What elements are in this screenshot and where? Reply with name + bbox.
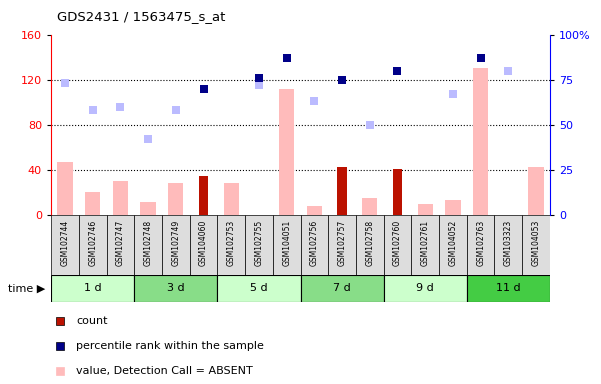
Text: GSM102747: GSM102747 xyxy=(116,220,125,266)
Bar xyxy=(522,215,550,275)
Bar xyxy=(57,162,73,215)
Bar xyxy=(199,175,209,215)
Bar xyxy=(300,215,328,275)
Text: GDS2431 / 1563475_s_at: GDS2431 / 1563475_s_at xyxy=(57,10,225,23)
Text: 3 d: 3 d xyxy=(167,283,185,293)
Text: count: count xyxy=(76,316,108,326)
Text: GSM103323: GSM103323 xyxy=(504,220,513,266)
Bar xyxy=(141,202,156,215)
Text: GSM104060: GSM104060 xyxy=(199,220,208,266)
Bar xyxy=(362,198,377,215)
Text: GSM104051: GSM104051 xyxy=(282,220,291,266)
Bar xyxy=(51,275,134,302)
Text: GSM102755: GSM102755 xyxy=(254,220,263,266)
Bar xyxy=(300,275,383,302)
Bar xyxy=(162,215,190,275)
Text: GSM102761: GSM102761 xyxy=(421,220,430,266)
Text: 5 d: 5 d xyxy=(250,283,267,293)
Bar xyxy=(51,215,79,275)
Bar xyxy=(224,184,239,215)
Text: GSM102753: GSM102753 xyxy=(227,220,236,266)
Bar xyxy=(328,215,356,275)
Text: GSM102756: GSM102756 xyxy=(310,220,319,266)
Bar xyxy=(337,167,347,215)
Text: percentile rank within the sample: percentile rank within the sample xyxy=(76,341,264,351)
Bar xyxy=(168,184,183,215)
Text: GSM102757: GSM102757 xyxy=(338,220,347,266)
Text: GSM104053: GSM104053 xyxy=(531,220,540,266)
Bar xyxy=(473,68,488,215)
Text: GSM104052: GSM104052 xyxy=(448,220,457,266)
Text: GSM102746: GSM102746 xyxy=(88,220,97,266)
Text: GSM102744: GSM102744 xyxy=(61,220,70,266)
Bar xyxy=(411,215,439,275)
Text: GSM102758: GSM102758 xyxy=(365,220,374,266)
Bar xyxy=(383,275,467,302)
Bar xyxy=(190,215,218,275)
Bar xyxy=(218,275,300,302)
Bar xyxy=(528,167,544,215)
Bar xyxy=(279,89,294,215)
Bar xyxy=(273,215,300,275)
Text: 7 d: 7 d xyxy=(333,283,351,293)
Bar xyxy=(418,204,433,215)
Text: GSM102760: GSM102760 xyxy=(393,220,402,266)
Text: GSM102748: GSM102748 xyxy=(144,220,153,266)
Bar xyxy=(383,215,411,275)
Bar xyxy=(113,181,128,215)
Text: GSM102763: GSM102763 xyxy=(476,220,485,266)
Bar xyxy=(245,215,273,275)
Text: 11 d: 11 d xyxy=(496,283,520,293)
Bar xyxy=(445,200,460,215)
Bar xyxy=(307,206,322,215)
Bar xyxy=(218,215,245,275)
Bar xyxy=(467,215,495,275)
Bar xyxy=(79,215,106,275)
Text: 1 d: 1 d xyxy=(84,283,102,293)
Bar xyxy=(134,215,162,275)
Bar xyxy=(106,215,134,275)
Bar xyxy=(439,215,467,275)
Bar xyxy=(356,215,383,275)
Bar xyxy=(85,192,100,215)
Text: value, Detection Call = ABSENT: value, Detection Call = ABSENT xyxy=(76,366,253,376)
Bar xyxy=(392,169,402,215)
Bar xyxy=(134,275,218,302)
Bar xyxy=(467,275,550,302)
Text: GSM102749: GSM102749 xyxy=(171,220,180,266)
Text: time ▶: time ▶ xyxy=(8,283,45,293)
Text: 9 d: 9 d xyxy=(416,283,434,293)
Bar xyxy=(495,215,522,275)
